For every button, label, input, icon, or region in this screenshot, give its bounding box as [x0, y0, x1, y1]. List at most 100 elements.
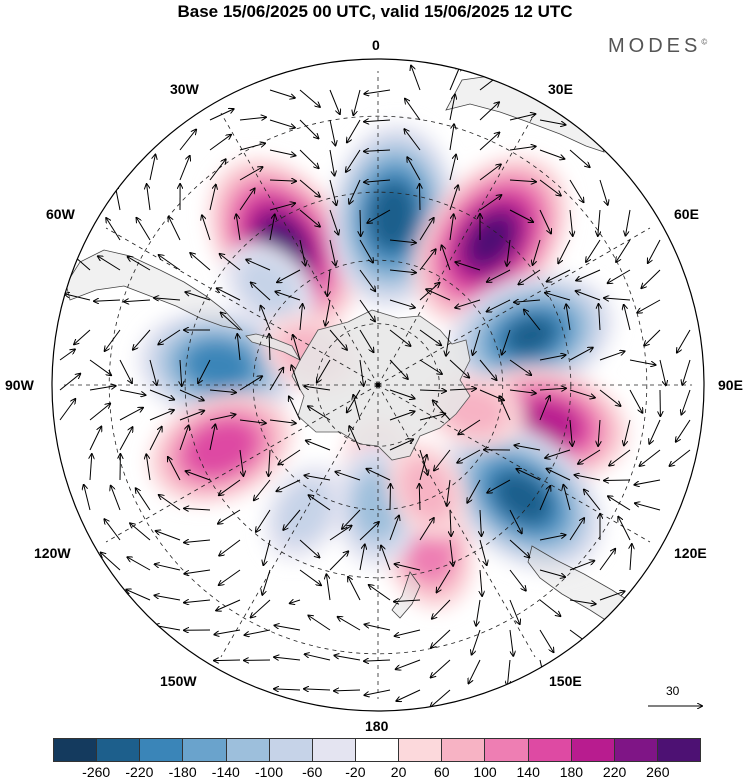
wind-arrow	[159, 495, 181, 511]
colorbar-segment	[226, 739, 270, 761]
wind-arrow	[239, 117, 266, 120]
wind-arrow	[404, 129, 421, 151]
wind-arrow	[209, 390, 236, 393]
wind-arrow	[547, 469, 571, 481]
wind-arrow	[269, 180, 296, 181]
wind-arrow	[472, 629, 481, 655]
wind-arrow	[419, 329, 441, 345]
wind-arrow	[59, 374, 80, 391]
wind-arrow	[329, 179, 336, 205]
wind-arrow	[566, 304, 571, 331]
wind-arrow	[269, 149, 295, 156]
wind-arrow	[437, 569, 451, 592]
graticule	[63, 70, 693, 700]
wind-arrow	[364, 150, 391, 151]
wind-arrow	[326, 574, 331, 601]
anomaly-low-90w-contour	[186, 342, 252, 389]
colorbar-segment	[312, 739, 356, 761]
wind-arrow	[364, 180, 391, 182]
colorbar-tick-label: 60	[434, 764, 450, 780]
lon-label-30w: 30W	[170, 81, 199, 97]
wind-arrow	[214, 629, 241, 635]
wind-arrow	[533, 239, 541, 265]
wind-arrow	[329, 119, 335, 145]
wind-arrow	[335, 472, 361, 481]
wind-arrow	[390, 484, 391, 511]
wind-arrow	[539, 629, 554, 652]
wind-arrow	[507, 239, 511, 266]
wind-arrow	[269, 203, 295, 211]
wind-arrow	[389, 270, 416, 273]
wind-arrow	[209, 185, 216, 211]
wind-arrow	[359, 329, 374, 352]
wind-arrow	[569, 179, 584, 202]
wind-arrow	[239, 167, 263, 181]
colorbar-segment	[54, 739, 98, 761]
wind-arrow	[599, 179, 608, 205]
wind-arrow	[269, 214, 275, 241]
wind-arrow	[634, 479, 661, 485]
wind-arrow	[220, 254, 241, 271]
wind-arrow	[514, 445, 541, 451]
wind-arrow	[347, 119, 361, 142]
colorbar-tick-label: -100	[254, 764, 284, 780]
wind-arrow	[283, 509, 301, 530]
wind-arrow	[202, 215, 211, 241]
wind-arrow	[624, 419, 631, 445]
wind-arrow	[89, 386, 116, 391]
colorbar-segment	[614, 739, 658, 761]
wind-arrow	[209, 415, 235, 421]
wind-arrow	[502, 329, 511, 355]
wind-arrow	[539, 355, 566, 361]
wind-arrow	[269, 119, 295, 128]
wind-arrow	[299, 209, 320, 227]
wind-arrow	[648, 239, 661, 263]
wind-arrow	[308, 406, 331, 421]
wind-arrow	[277, 269, 301, 282]
wind-arrow	[251, 283, 271, 301]
wind-arrow	[338, 617, 361, 631]
wind-arrow	[584, 490, 601, 511]
wind-arrow	[396, 689, 421, 701]
wind-arrow	[458, 419, 481, 434]
wind-arrow	[509, 209, 533, 222]
wind-arrow	[184, 600, 211, 603]
wind-arrow	[649, 419, 661, 444]
colorbar-segment	[140, 739, 184, 761]
wind-arrow	[407, 157, 421, 181]
wind-arrow	[629, 389, 642, 413]
wind-arrow	[430, 689, 451, 707]
wind-arrow	[563, 485, 571, 511]
wind-arrow	[449, 359, 469, 378]
wind-arrow	[299, 149, 319, 168]
wind-arrow	[659, 359, 666, 385]
colorbar-segment	[571, 739, 615, 761]
colorbar-segment	[485, 739, 529, 761]
wind-arrow	[158, 329, 181, 344]
wind-arrow	[676, 419, 691, 442]
colorbar-segment	[355, 739, 400, 761]
wind-arrow	[599, 351, 625, 361]
wind-arrow	[334, 656, 361, 661]
wind-arrow	[618, 517, 631, 541]
wind-arrow	[644, 329, 661, 346]
colorbar-segment	[528, 739, 572, 761]
wind-arrow	[209, 425, 215, 451]
lon-label-150e: 150E	[549, 673, 582, 689]
wind-arrow	[367, 469, 391, 481]
wind-arrow	[149, 427, 162, 451]
wind-arrow	[251, 599, 271, 618]
wind-arrow	[419, 484, 420, 511]
wind-arrow	[359, 359, 364, 386]
wind-arrow	[278, 449, 301, 465]
wind-arrow	[499, 396, 511, 421]
wind-arrow	[509, 146, 536, 151]
wind-arrow	[154, 298, 181, 300]
wind-arrow	[539, 486, 550, 511]
wind-arrow	[159, 255, 181, 271]
wind-arrow	[449, 155, 456, 181]
wind-arrow	[149, 155, 155, 181]
wind-arrow	[299, 119, 318, 138]
wind-arrow	[119, 359, 132, 383]
wind-arrow	[449, 66, 460, 91]
